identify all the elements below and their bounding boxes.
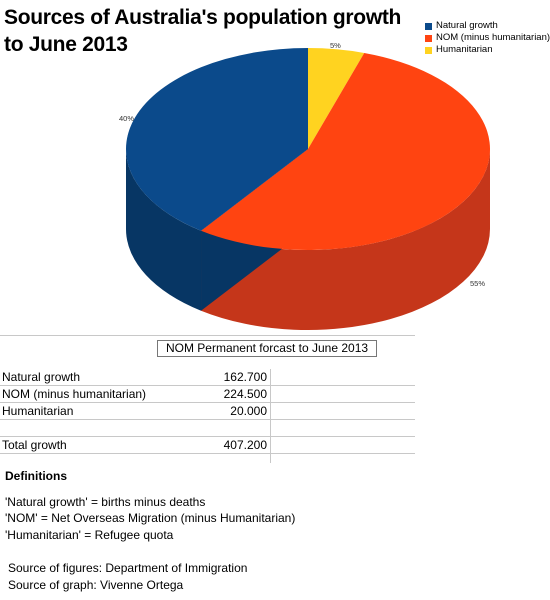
definition-line: 'Natural growth' = births minus deaths — [5, 494, 206, 509]
legend-label-nom: NOM (minus humanitarian) — [436, 32, 550, 43]
row-label: Humanitarian — [2, 404, 74, 418]
chart-title: Sources of Australia's population growth… — [4, 4, 401, 58]
definitions-heading: Definitions — [5, 469, 67, 483]
legend-swatch-humanitarian — [425, 46, 432, 54]
source-line: Source of graph: Vivenne Ortega — [8, 577, 184, 592]
sheet-column-divider — [270, 369, 271, 463]
row-value: 162.700 — [223, 370, 267, 384]
definition-line: 'NOM' = Net Overseas Migration (minus Hu… — [5, 511, 296, 525]
table-row: NOM (minus humanitarian) 224.500 — [0, 386, 415, 403]
definition-line: 'Humanitarian' = Refugee quota — [5, 527, 174, 542]
row-label: Natural growth — [2, 370, 81, 384]
row-label: Total growth — [2, 438, 67, 452]
source-line: Source of figures: Department of Immigra… — [8, 561, 248, 575]
pie-slice-natural-growth — [126, 48, 309, 231]
pie-slice-humanitarian — [308, 48, 365, 149]
sheet-gridline — [0, 335, 415, 336]
row-value: 20.000 — [230, 404, 267, 418]
data-label-nom: 55% — [470, 279, 485, 288]
table-row: Humanitarian 20.000 — [0, 403, 415, 420]
legend-item-natural-growth: Natural growth — [425, 20, 550, 32]
row-value: 224.500 — [223, 387, 267, 401]
table-row-total: Total growth 407.200 — [0, 437, 415, 454]
legend-swatch-nom — [425, 34, 432, 42]
pie-chart: 40% 55% 5% — [119, 41, 491, 331]
pie-slice-nom — [201, 52, 491, 250]
legend-item-humanitarian: Humanitarian — [425, 44, 550, 56]
pie-side-nom — [201, 149, 491, 331]
row-value: 407.200 — [223, 438, 267, 452]
table-row — [0, 420, 415, 437]
chart-title-line-2: to June 2013 — [4, 33, 128, 56]
table-title: NOM Permanent forcast to June 2013 — [157, 340, 377, 357]
chart-legend: Natural growth NOM (minus humanitarian) … — [425, 20, 550, 56]
pie-side-natural-growth — [126, 149, 202, 311]
table-row: Natural growth 162.700 — [0, 369, 415, 386]
legend-swatch-natural-growth — [425, 22, 432, 30]
legend-item-nom: NOM (minus humanitarian) — [425, 32, 550, 44]
row-label: NOM (minus humanitarian) — [2, 387, 147, 401]
data-label-natural-growth: 40% — [119, 114, 134, 123]
legend-label-natural-growth: Natural growth — [436, 20, 498, 31]
legend-label-humanitarian: Humanitarian — [436, 44, 493, 55]
chart-title-line-1: Sources of Australia's population growth — [4, 6, 402, 29]
data-label-humanitarian: 5% — [330, 41, 341, 50]
definitions-section: Definitions 'Natural growth' = births mi… — [5, 468, 295, 593]
